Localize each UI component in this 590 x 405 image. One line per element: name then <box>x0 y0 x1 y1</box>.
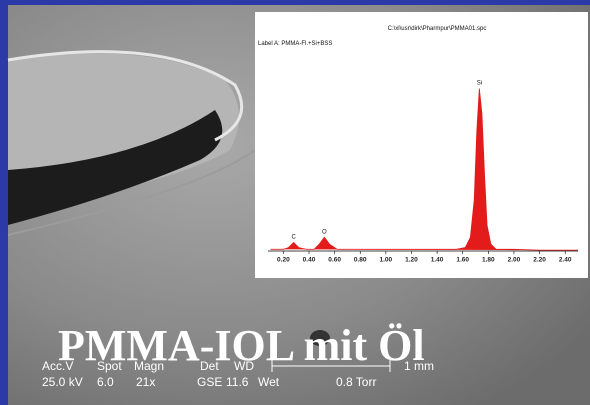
x-tick-label: 1.60 <box>456 257 469 264</box>
pressure: 0.8 Torr <box>336 375 376 389</box>
databar-value: 21x <box>136 375 155 389</box>
x-tick-label: 2.00 <box>508 257 521 264</box>
databar-value: 25.0 kV <box>42 375 83 389</box>
x-tick-label: 1.20 <box>405 257 418 264</box>
databar-header: Spot <box>97 359 122 373</box>
x-tick-label: 0.80 <box>354 257 367 264</box>
spectrum-file: C:\xl\usr\dirk\Pharmpur\PMMA01.spc <box>388 26 487 32</box>
x-tick-label: 0.60 <box>328 257 341 264</box>
databar-header: Det <box>200 359 219 373</box>
peak-label: Si <box>477 81 482 87</box>
x-tick-label: 2.40 <box>559 257 572 264</box>
databar-value: 11.6 <box>226 375 249 389</box>
scale-label: 1 mm <box>404 359 434 373</box>
slide: C:\xl\usr\dirk\Pharmpur\PMMA01.spc Label… <box>0 0 590 405</box>
spectrum-panel <box>255 12 588 278</box>
databar-value: Wet <box>258 375 280 389</box>
peak-label: C <box>291 234 296 240</box>
databar-header: Magn <box>134 359 164 373</box>
databar-value: GSE <box>197 375 222 389</box>
peak-label: O <box>322 229 327 235</box>
databar-header: Acc.V <box>42 359 73 373</box>
x-tick-label: 1.80 <box>482 257 495 264</box>
databar-header: WD <box>234 359 254 373</box>
x-tick-label: 0.40 <box>303 257 316 264</box>
x-tick-label: 1.40 <box>431 257 444 264</box>
spectrum-label: Label A: PMMA-Fl.+Si+BSS <box>258 41 332 47</box>
x-tick-label: 2.20 <box>533 257 546 264</box>
databar-value: 6.0 <box>97 375 114 389</box>
x-tick-label: 0.20 <box>277 257 290 264</box>
x-tick-label: 1.00 <box>380 257 393 264</box>
